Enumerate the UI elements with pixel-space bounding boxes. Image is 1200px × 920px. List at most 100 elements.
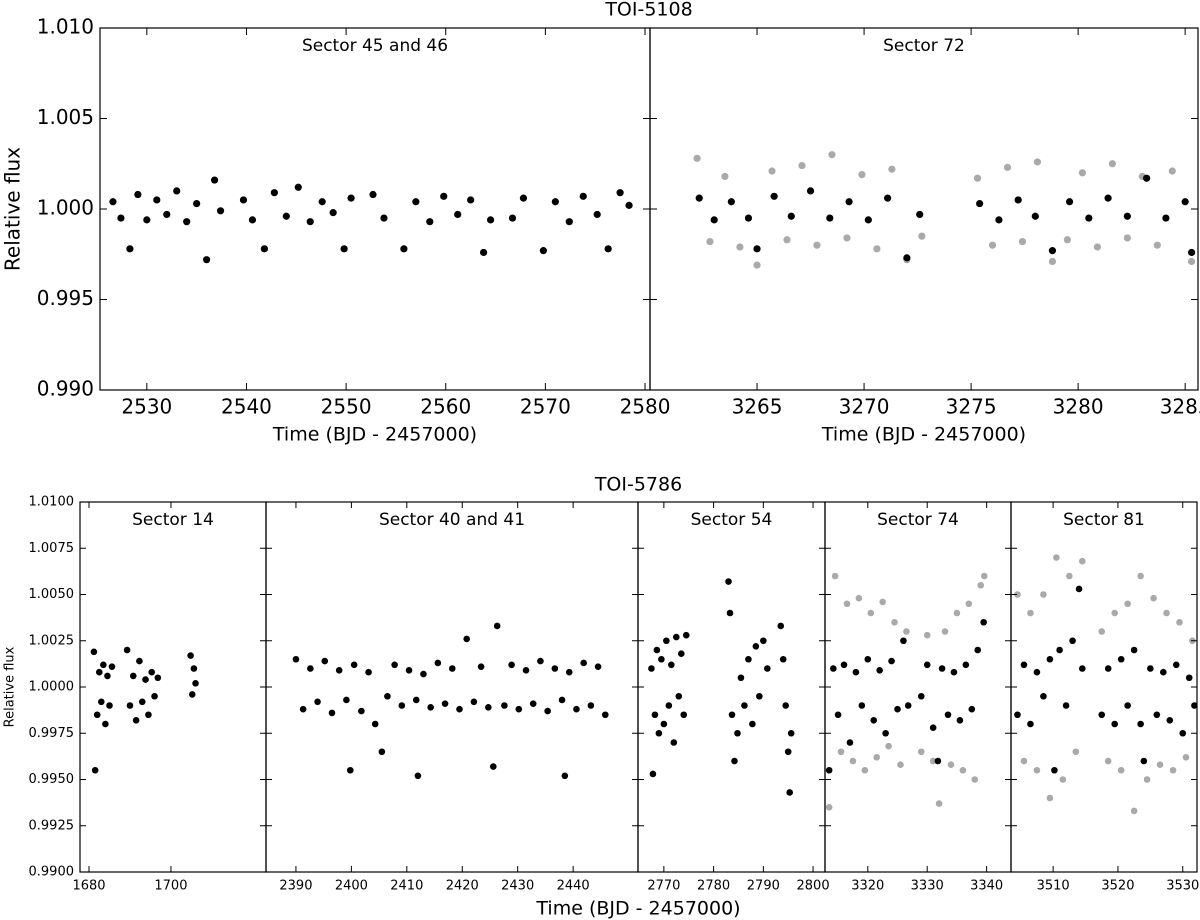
data-point (154, 674, 162, 682)
data-point (668, 661, 675, 669)
data-point (665, 702, 673, 709)
data-point (935, 800, 943, 807)
data-point (826, 214, 834, 222)
data-point (414, 772, 422, 780)
data-point (329, 209, 337, 217)
data-point (93, 711, 101, 719)
panel-frame (824, 501, 1012, 873)
data-point (1018, 237, 1027, 246)
data-point (1137, 572, 1144, 580)
data-point (369, 190, 377, 199)
data-point (573, 705, 580, 713)
data-point (183, 218, 191, 226)
data-point (508, 214, 517, 222)
data-point (126, 702, 134, 709)
data-point (145, 711, 152, 719)
data-point (601, 711, 609, 719)
data-point (522, 667, 530, 674)
data-point (971, 776, 979, 783)
data-point (561, 772, 569, 780)
data-point (294, 183, 302, 191)
panel-frame (649, 27, 1199, 391)
data-point (756, 692, 763, 700)
data-point (903, 254, 911, 262)
data-point (670, 739, 678, 746)
data-point (973, 174, 982, 182)
data-point (1185, 674, 1193, 682)
data-point (934, 757, 942, 765)
data-point (1048, 247, 1057, 255)
data-point (837, 748, 845, 756)
data-point (655, 729, 663, 737)
data-point (151, 692, 158, 700)
data-point (544, 707, 551, 715)
data-point (314, 698, 321, 706)
x-tick-label: 2530 (121, 395, 172, 419)
data-point (384, 692, 391, 700)
data-point (537, 657, 544, 665)
data-point (340, 245, 348, 253)
data-point (321, 657, 329, 665)
data-point (358, 707, 365, 715)
x-tick-label: 2390 (279, 879, 312, 894)
data-point (485, 704, 492, 711)
data-point (138, 698, 146, 706)
data-point (1153, 241, 1161, 249)
data-point (745, 655, 752, 663)
data-point (980, 572, 988, 580)
data-point (885, 742, 892, 750)
data-point (1147, 665, 1154, 672)
data-point (1162, 214, 1170, 222)
data-point (1172, 661, 1180, 669)
data-point (858, 702, 866, 709)
data-point (888, 657, 895, 665)
x-tick-label: 2800 (797, 879, 830, 894)
data-point (448, 665, 456, 672)
data-point (587, 702, 595, 709)
x-tick-label: 2770 (647, 879, 680, 894)
data-point (917, 692, 925, 700)
data-point (1124, 702, 1131, 709)
data-point (91, 766, 99, 774)
data-point (148, 668, 155, 676)
data-point (391, 661, 398, 669)
panel-label: Sector 81 (1063, 510, 1145, 530)
y-tick-label: 0.995 (37, 286, 94, 310)
data-point (845, 198, 853, 206)
data-point (565, 668, 573, 676)
x-tick-label: 2440 (557, 879, 590, 894)
data-point (813, 241, 821, 249)
data-point (941, 628, 949, 635)
data-point (649, 770, 657, 778)
data-point (737, 674, 745, 682)
data-point (467, 196, 475, 204)
data-point (965, 600, 973, 608)
data-point (98, 698, 105, 706)
data-point (307, 665, 314, 672)
data-point (1059, 776, 1067, 783)
x-tick-label: 2430 (501, 879, 534, 894)
data-point (143, 216, 151, 224)
data-point (1111, 609, 1118, 617)
y-tick-label: 0.9900 (29, 865, 75, 880)
data-point (855, 594, 863, 602)
plot-area (1014, 554, 1197, 815)
data-point (405, 667, 413, 674)
data-point (663, 637, 670, 645)
y-tick-label: 1.005 (37, 105, 94, 129)
data-point (852, 668, 860, 676)
data-point (480, 248, 488, 257)
data-point (784, 748, 792, 756)
data-point (1069, 637, 1076, 645)
data-point (346, 766, 354, 774)
data-point (876, 667, 883, 674)
data-point (1031, 212, 1039, 220)
data-point (725, 578, 732, 585)
data-point (849, 757, 857, 765)
data-point (625, 201, 633, 209)
x-tick-label: 3270 (839, 395, 890, 419)
data-point (398, 702, 406, 709)
data-point (493, 622, 501, 630)
data-point (782, 702, 790, 709)
panel-label: Sector 45 and 46 (302, 36, 448, 56)
